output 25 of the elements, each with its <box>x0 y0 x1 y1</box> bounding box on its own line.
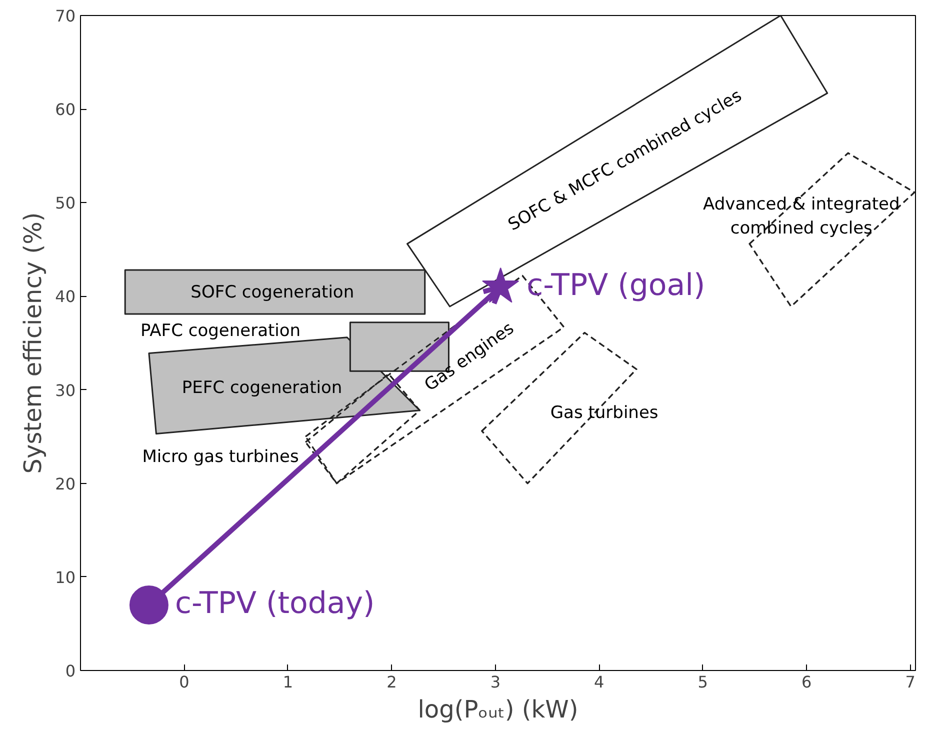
y-tick-label: 20 <box>55 474 76 494</box>
annotation: c-TPV (today) <box>174 586 375 621</box>
y-tick-label: 60 <box>55 100 76 120</box>
x-tick-label: 2 <box>386 672 397 692</box>
annotation: c-TPV (goal) <box>526 268 706 303</box>
y-tick-label: 40 <box>55 287 76 306</box>
x-tick-label: 6 <box>801 672 812 692</box>
y-tick-label: 50 <box>55 194 76 213</box>
x-tick-label: 0 <box>179 672 190 692</box>
annotation: Micro gas turbines <box>142 447 300 468</box>
y-tick-label: 70 <box>55 6 76 26</box>
x-tick-label: 5 <box>698 672 708 692</box>
annotation: Advanced & integrated combined cycles <box>703 194 900 239</box>
annotation: SOFC cogeneration <box>190 282 354 302</box>
x-axis-title: log(Pₒᵤₜ) (kW) <box>418 696 578 724</box>
y-tick-label: 10 <box>55 568 76 587</box>
annotation: PAFC cogeneration <box>140 320 301 341</box>
annotation: PEFC cogeneration <box>182 378 342 398</box>
x-tick-label: 3 <box>490 672 501 692</box>
x-tick-label: 1 <box>282 672 294 692</box>
y-tick-label: 30 <box>55 380 76 400</box>
annotation: Gas turbines <box>550 403 658 424</box>
x-tick-label: 7 <box>905 672 916 692</box>
y-axis-title: System efficiency (%) <box>19 212 48 474</box>
x-tick-label: 4 <box>594 672 604 692</box>
